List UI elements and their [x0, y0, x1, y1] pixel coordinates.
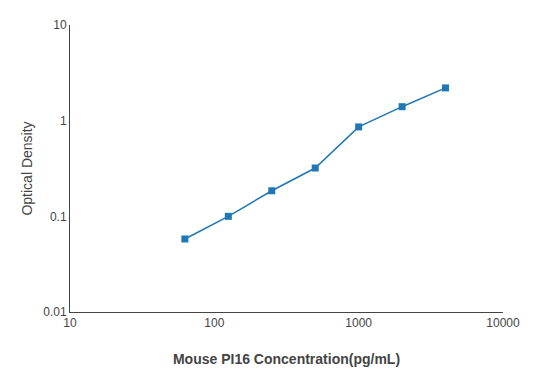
svg-text:0.1: 0.1 [50, 210, 67, 224]
svg-text:Mouse PI16 Concentration(pg/mL: Mouse PI16 Concentration(pg/mL) [173, 351, 400, 367]
svg-text:10: 10 [63, 316, 77, 330]
svg-text:1: 1 [60, 114, 67, 128]
svg-text:Optical Density: Optical Density [19, 121, 35, 215]
svg-text:10000: 10000 [486, 316, 520, 330]
svg-text:1000: 1000 [345, 316, 372, 330]
svg-text:0.01: 0.01 [43, 305, 67, 319]
svg-text:10: 10 [53, 18, 67, 32]
svg-text:100: 100 [204, 316, 224, 330]
